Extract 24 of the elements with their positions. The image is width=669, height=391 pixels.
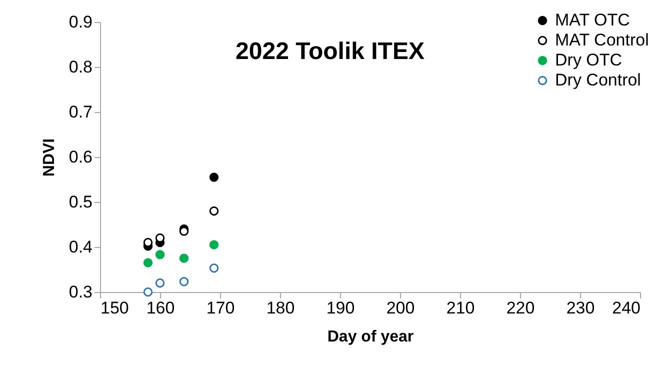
- x-axis-title: Day of year: [327, 328, 414, 346]
- y-tick-label: 0.9: [68, 12, 92, 32]
- y-tick-label: 0.5: [68, 192, 92, 212]
- legend-label: MAT Control: [555, 30, 649, 50]
- x-tick-label: 160: [146, 298, 175, 318]
- x-tick-label: 150: [100, 298, 129, 318]
- y-tick-label: 0.3: [68, 282, 92, 302]
- y-tick-label: 0.8: [68, 58, 92, 76]
- x-tick-label: 240: [612, 298, 640, 318]
- x-tick-label: 230: [566, 298, 595, 318]
- x-tick-label: 200: [386, 298, 415, 318]
- y-axis-title: NDVI: [40, 138, 58, 177]
- y-tick-label: 0.4: [68, 238, 92, 256]
- x-tick-label: 170: [206, 298, 235, 318]
- legend-label: MAT OTC: [555, 10, 630, 30]
- legend-label: Dry Control: [555, 70, 641, 90]
- legend-label: Dry OTC: [555, 50, 622, 70]
- x-tick-label: 190: [326, 298, 355, 318]
- x-tick-label: 210: [446, 298, 475, 318]
- y-tick-label: 0.6: [68, 148, 92, 166]
- x-tick-label: 180: [266, 298, 295, 318]
- text: 2022 Toolik ITEX: [236, 38, 424, 65]
- x-tick-label: 220: [506, 298, 535, 318]
- y-tick-label: 0.7: [68, 102, 92, 122]
